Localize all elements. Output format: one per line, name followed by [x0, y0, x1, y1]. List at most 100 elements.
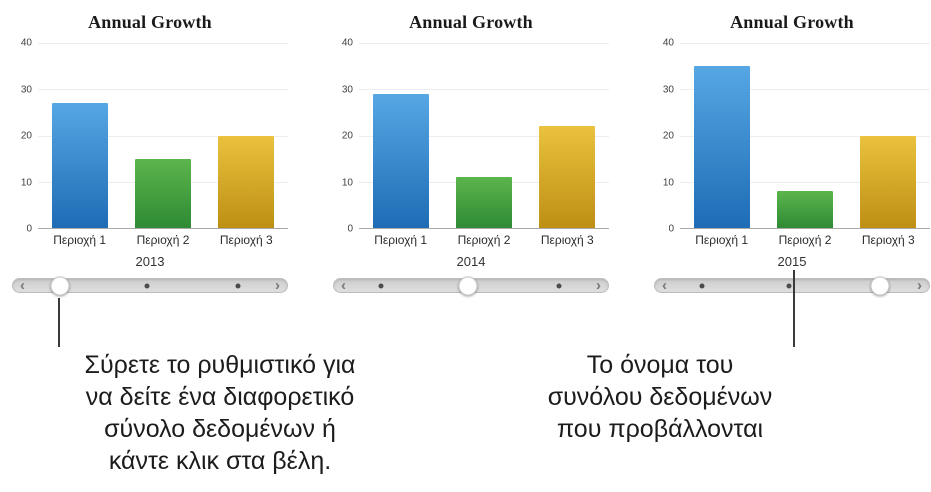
bar-region-1[interactable]: [693, 66, 750, 228]
y-tick-label: 40: [341, 37, 353, 49]
callout-line-slider: [58, 298, 60, 347]
dataset-slider[interactable]: ‹ ›: [333, 276, 609, 295]
gridline: [680, 89, 930, 91]
y-tick-label: 40: [662, 37, 674, 49]
bar-chart: 40 30 20 10 0: [654, 38, 930, 235]
bar-region-2[interactable]: [134, 158, 191, 228]
next-dataset-arrow-icon[interactable]: ›: [275, 276, 280, 294]
x-axis-labels: Περιοχή 1 Περιοχή 2 Περιοχή 3: [680, 233, 930, 247]
dataset-position-dot[interactable]: [144, 283, 150, 288]
bar-region-3[interactable]: [539, 126, 596, 228]
gridline: [38, 135, 288, 137]
gridline: [680, 135, 930, 137]
category-label: Περιοχή 3: [219, 233, 273, 247]
gridline: [38, 43, 288, 44]
y-axis: 40 30 20 10 0: [12, 38, 38, 235]
slider-thumb[interactable]: [50, 276, 70, 295]
callout-text-line: συνόλου δεδομένων: [547, 383, 773, 411]
gridline: [38, 89, 288, 91]
y-tick-label: 0: [26, 223, 32, 235]
dataset-position-dot[interactable]: [235, 283, 241, 288]
previous-dataset-arrow-icon[interactable]: ‹: [662, 276, 667, 294]
callout-text-line: Το όνομα του: [586, 351, 734, 379]
slider-thumb[interactable]: [458, 276, 478, 295]
callout-text-dataset-name: Το όνομα του συνόλου δεδομένων που προβά…: [492, 349, 828, 445]
dataset-position-dot[interactable]: [556, 283, 562, 288]
y-tick-label: 20: [662, 130, 674, 142]
gridline: [680, 43, 930, 44]
chart-group-2015: Annual Growth 40 30 20 10 0: [654, 6, 930, 295]
y-tick-label: 30: [20, 84, 32, 95]
y-tick-label: 20: [20, 130, 32, 142]
bar-column: [359, 43, 442, 228]
category-label: Περιοχή 3: [861, 233, 915, 247]
callout-text-line: κάντε κλικ στα βέλη.: [108, 447, 332, 475]
bar-column: [763, 43, 846, 228]
category-label: Περιοχή 1: [374, 233, 428, 247]
category-label: Περιοχή 1: [695, 233, 749, 247]
bar-chart: 40 30 20 10 0: [12, 38, 288, 235]
previous-dataset-arrow-icon[interactable]: ‹: [341, 276, 346, 294]
category-label: Περιοχή 2: [457, 233, 511, 247]
gridline: [359, 43, 609, 44]
y-tick-label: 10: [20, 177, 32, 188]
y-axis: 40 30 20 10 0: [333, 38, 359, 235]
callout-text-slider: Σύρετε το ρυθμιστικό για να δείτε ένα δι…: [38, 349, 402, 477]
category-label: Περιοχή 2: [136, 233, 190, 247]
chart-group-2014: Annual Growth 40 30 20 10 0: [333, 6, 609, 295]
callout-line-dataset-name: [793, 270, 795, 347]
dataset-name-label: 2015: [777, 254, 807, 269]
dataset-name-label: 2014: [456, 254, 486, 269]
gridline: [680, 181, 930, 183]
bar-column: [847, 43, 930, 228]
plot-area: [680, 43, 930, 229]
bar-column: [205, 43, 288, 228]
category-label: Περιοχή 2: [778, 233, 832, 247]
chart-group-2013: Annual Growth 40 30 20 10 0: [12, 6, 288, 295]
callout-text-line: που προβάλλονται: [556, 415, 764, 443]
dataset-slider[interactable]: ‹ ›: [654, 276, 930, 295]
bar-column: [38, 43, 121, 228]
bar-column: [442, 43, 525, 228]
bar-region-2[interactable]: [455, 177, 512, 228]
category-label: Περιοχή 1: [53, 233, 107, 247]
y-tick-label: 10: [662, 177, 674, 188]
gridline: [359, 89, 609, 91]
y-axis: 40 30 20 10 0: [654, 38, 680, 235]
previous-dataset-arrow-icon[interactable]: ‹: [20, 276, 25, 294]
chart-title: Annual Growth: [88, 12, 212, 32]
bar-column: [526, 43, 609, 228]
gridline: [359, 135, 609, 137]
y-tick-label: 20: [341, 130, 353, 142]
category-label: Περιοχή 3: [540, 233, 594, 247]
y-tick-label: 30: [341, 84, 353, 95]
y-tick-label: 0: [668, 223, 674, 235]
bar-column: [680, 43, 763, 228]
bar-region-3[interactable]: [860, 135, 917, 228]
chart-title: Annual Growth: [409, 12, 533, 32]
slider-thumb[interactable]: [870, 276, 890, 295]
bar-chart: 40 30 20 10 0: [333, 38, 609, 235]
y-tick-label: 10: [341, 177, 353, 188]
next-dataset-arrow-icon[interactable]: ›: [596, 276, 601, 294]
bar-region-2[interactable]: [776, 191, 833, 228]
bar-column: [121, 43, 204, 228]
dataset-position-dot[interactable]: [378, 283, 384, 288]
y-tick-label: 30: [662, 84, 674, 95]
callout-text-line: να δείτε ένα διαφορετικό: [85, 383, 355, 411]
dataset-position-dot[interactable]: [699, 283, 705, 288]
dataset-position-dot[interactable]: [786, 283, 792, 288]
bar-region-1[interactable]: [51, 103, 108, 228]
y-tick-label: 0: [347, 223, 353, 235]
next-dataset-arrow-icon[interactable]: ›: [917, 276, 922, 294]
callout-text-line: Σύρετε το ρυθμιστικό για: [84, 351, 356, 379]
dataset-slider[interactable]: ‹ ›: [12, 276, 288, 295]
y-tick-label: 40: [20, 37, 32, 49]
bar-region-1[interactable]: [372, 93, 429, 228]
x-axis-labels: Περιοχή 1 Περιοχή 2 Περιοχή 3: [359, 233, 609, 247]
bar-region-3[interactable]: [218, 135, 275, 228]
plot-area: [359, 43, 609, 229]
plot-area: [38, 43, 288, 229]
callout-text-line: σύνολο δεδομένων ή: [104, 415, 336, 443]
